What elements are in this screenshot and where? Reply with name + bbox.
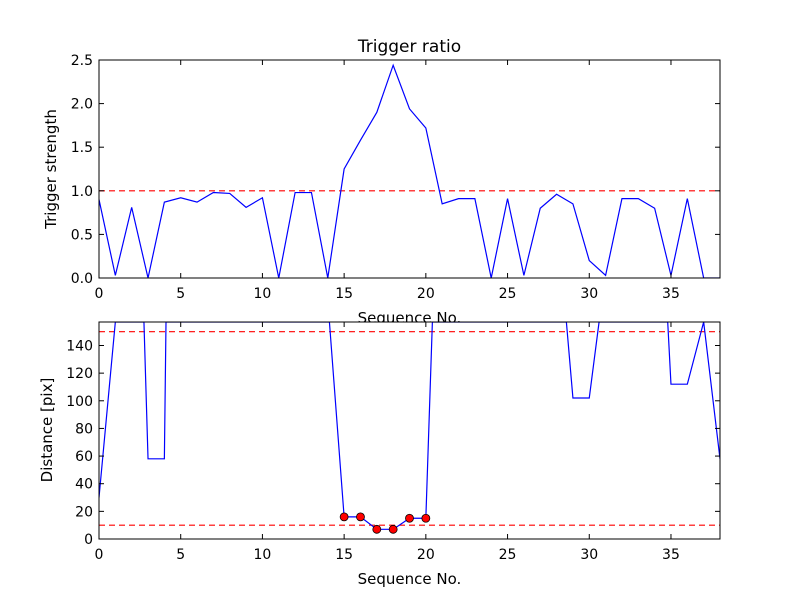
y-tick-label: 40 (75, 477, 93, 493)
y-axis-ticks: 0.0 0.5 1.0 1.5 2.0 2.5 (71, 53, 720, 287)
x-tick-label: 25 (499, 547, 517, 563)
series-line (99, 322, 720, 530)
x-tick-label: 30 (580, 547, 598, 563)
x-tick-label: 15 (335, 286, 353, 302)
y-tick-label: 0 (84, 532, 93, 548)
distance-chart: 0 5 10 15 20 25 30 35 0 20 40 60 80 100 120 140 Sequen… (38, 321, 721, 588)
trigger-ratio-chart: 0 5 10 15 20 25 30 35 0.0 0.5 1.0 1.5 2.0 2.5 Trigge… (42, 37, 721, 327)
threshold-lines (99, 331, 720, 526)
y-tick-label: 1.5 (71, 140, 93, 156)
x-tick-label: 35 (662, 286, 680, 302)
plot-area (99, 322, 720, 539)
y-tick-label: 0.0 (71, 271, 93, 287)
x-tick-label: 0 (95, 547, 104, 563)
x-axis-ticks: 0 5 10 15 20 25 30 35 (95, 60, 680, 302)
data-point (405, 513, 414, 523)
plot-area (99, 60, 720, 278)
y-tick-label: 140 (66, 338, 93, 354)
x-tick-label: 20 (417, 286, 435, 302)
y-axis-ticks: 0 20 40 60 80 100 120 140 (66, 338, 720, 548)
plot-frame (98, 321, 721, 540)
series-line (99, 63, 720, 278)
x-tick-label: 5 (176, 286, 185, 302)
x-tick-label: 20 (417, 547, 435, 563)
y-tick-label: 2.5 (71, 53, 93, 69)
data-point (372, 524, 382, 534)
y-tick-label: 120 (66, 366, 93, 382)
chart-title: Trigger ratio (357, 37, 461, 57)
data-point (339, 512, 349, 522)
data-point (356, 512, 365, 522)
x-tick-label: 0 (95, 286, 104, 302)
series-layer (99, 63, 720, 278)
y-axis-label: Trigger strength (42, 109, 60, 230)
x-tick-label: 15 (335, 547, 353, 563)
y-tick-label: 0.5 (71, 227, 93, 243)
data-point (388, 524, 398, 534)
y-axis-label: Distance [pix] (38, 378, 56, 483)
plot-frame (98, 59, 721, 279)
x-tick-label: 5 (176, 547, 185, 563)
marker-layer (339, 512, 431, 534)
data-point (421, 513, 431, 523)
x-tick-label: 10 (254, 286, 272, 302)
x-tick-label: 35 (662, 547, 680, 563)
y-tick-label: 60 (75, 449, 93, 465)
x-tick-label: 30 (580, 286, 598, 302)
y-tick-label: 1.0 (71, 184, 93, 200)
x-tick-label: 10 (254, 547, 272, 563)
x-tick-label: 25 (499, 286, 517, 302)
x-axis-label: Sequence No. (358, 570, 462, 588)
series-layer (99, 322, 720, 530)
y-tick-label: 20 (75, 504, 93, 520)
y-tick-label: 100 (66, 394, 93, 410)
y-tick-label: 2.0 (71, 97, 93, 113)
y-tick-label: 80 (75, 421, 93, 437)
x-axis-ticks: 0 5 10 15 20 25 30 35 (95, 322, 680, 563)
